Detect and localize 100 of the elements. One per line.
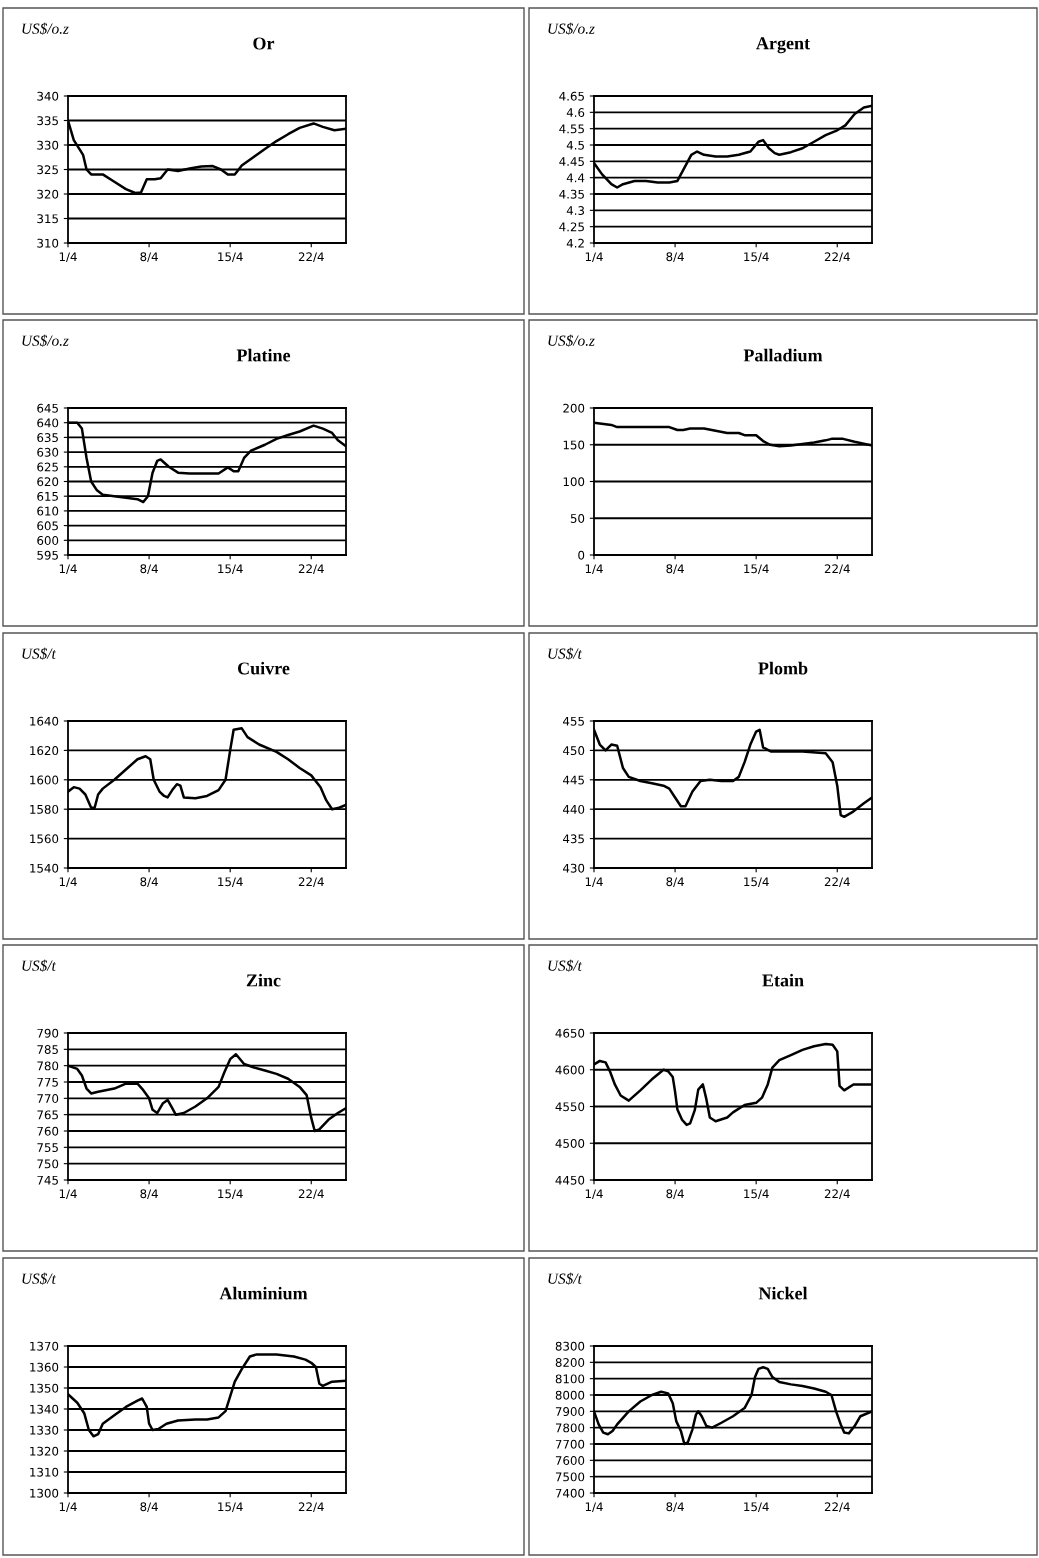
y-tick-label: 4.5 — [566, 140, 584, 150]
x-tick-label: 15/4 — [218, 252, 243, 263]
y-tick-label: 1360 — [30, 1362, 59, 1372]
x-tick-label: 15/4 — [744, 252, 769, 263]
y-tick-label: 340 — [37, 91, 59, 101]
y-tick-label: 1310 — [30, 1467, 59, 1477]
x-tick-label: 8/4 — [140, 252, 158, 263]
y-tick-label: 100 — [563, 477, 585, 487]
x-tick-label: 22/4 — [298, 1189, 324, 1200]
y-tick-label: 785 — [37, 1045, 58, 1054]
x-tick-label: 15/4 — [744, 877, 769, 888]
y-tick-label: 8000 — [555, 1390, 585, 1400]
y-tick-label: 150 — [563, 440, 585, 450]
chart-title: Aluminium — [219, 1286, 308, 1300]
y-tick-label: 320 — [37, 189, 59, 199]
y-tick-label: 770 — [37, 1094, 59, 1103]
y-tick-label: 4.4 — [566, 173, 585, 183]
y-tick-label: 7700 — [555, 1439, 585, 1449]
y-tick-label: 1640 — [30, 716, 59, 726]
x-tick-label: 22/4 — [298, 877, 324, 888]
y-tick-label: 1600 — [30, 775, 59, 785]
x-tick-label: 8/4 — [140, 564, 158, 575]
y-tick-label: 1330 — [30, 1425, 59, 1435]
y-tick-label: 4.65 — [559, 91, 584, 101]
y-tick-label: 640 — [37, 418, 59, 428]
x-tick-label: 22/4 — [824, 877, 850, 888]
y-tick-label: 605 — [37, 521, 58, 531]
y-tick-label: 620 — [37, 477, 59, 487]
y-tick-label: 645 — [37, 403, 58, 413]
x-tick-label: 15/4 — [744, 1189, 769, 1200]
x-tick-label: 8/4 — [666, 877, 684, 888]
y-tick-label: 760 — [37, 1126, 59, 1136]
y-tick-label: 1350 — [30, 1383, 59, 1393]
x-tick-label: 1/4 — [59, 1189, 77, 1200]
y-tick-label: 455 — [563, 716, 584, 726]
x-tick-label: 22/4 — [824, 1189, 850, 1200]
x-tick-label: 15/4 — [218, 1502, 243, 1513]
y-tick-label: 435 — [563, 834, 584, 844]
chart-title: Zinc — [246, 973, 281, 987]
x-tick-label: 22/4 — [298, 564, 324, 575]
y-tick-label: 1370 — [30, 1341, 59, 1351]
x-tick-label: 22/4 — [824, 564, 850, 575]
y-tick-label: 630 — [37, 447, 59, 457]
x-tick-label: 1/4 — [585, 564, 603, 575]
y-axis-title: US$/t — [22, 959, 57, 972]
y-tick-label: 200 — [563, 403, 585, 413]
y-tick-label: 4650 — [555, 1028, 585, 1038]
y-tick-label: 765 — [37, 1110, 58, 1120]
y-axis-title: US$/t — [548, 647, 583, 660]
x-tick-label: 1/4 — [59, 1502, 77, 1513]
chart-title: Palladium — [743, 348, 823, 362]
y-tick-label: 7400 — [555, 1488, 585, 1498]
chart-title: Platine — [236, 348, 291, 362]
y-tick-label: 315 — [37, 214, 58, 224]
chart-title: Cuivre — [237, 661, 290, 675]
y-axis-title: US$/o.z — [548, 22, 595, 35]
x-tick-label: 22/4 — [824, 1502, 850, 1513]
y-axis-title: US$/o.z — [22, 22, 69, 35]
y-tick-label: 8200 — [555, 1358, 585, 1367]
x-tick-label: 8/4 — [666, 1189, 684, 1200]
y-tick-label: 450 — [563, 746, 585, 756]
x-tick-label: 8/4 — [666, 252, 684, 263]
x-tick-label: 22/4 — [298, 252, 324, 263]
y-tick-label: 335 — [37, 116, 58, 126]
y-axis-title: US$/t — [548, 959, 583, 972]
x-tick-label: 22/4 — [824, 252, 850, 263]
y-tick-label: 1300 — [30, 1488, 59, 1498]
y-tick-label: 1620 — [30, 746, 59, 756]
y-tick-label: 755 — [37, 1143, 58, 1152]
y-tick-label: 610 — [37, 506, 59, 516]
y-tick-label: 4.3 — [566, 206, 585, 215]
x-tick-label: 8/4 — [140, 1502, 158, 1513]
x-tick-label: 1/4 — [585, 877, 603, 888]
y-tick-label: 750 — [37, 1159, 59, 1169]
x-tick-label: 15/4 — [744, 1502, 769, 1513]
y-tick-label: 775 — [37, 1077, 58, 1087]
y-tick-label: 8100 — [555, 1374, 585, 1384]
x-tick-label: 22/4 — [298, 1502, 324, 1513]
y-tick-label: 310 — [37, 238, 59, 248]
x-tick-label: 8/4 — [140, 1189, 158, 1200]
y-tick-label: 7500 — [555, 1472, 585, 1482]
y-axis-title: US$/t — [22, 1272, 57, 1285]
chart-title: Plomb — [758, 661, 808, 675]
chart-title: Or — [253, 37, 275, 50]
x-tick-label: 1/4 — [585, 1189, 603, 1200]
y-tick-label: 8300 — [555, 1341, 585, 1351]
y-tick-label: 430 — [563, 863, 585, 873]
x-tick-label: 1/4 — [585, 252, 603, 263]
y-tick-label: 445 — [563, 775, 584, 785]
y-tick-label: 4550 — [555, 1102, 585, 1112]
y-tick-label: 440 — [563, 804, 585, 814]
x-tick-label: 15/4 — [218, 1189, 243, 1200]
y-tick-label: 7900 — [555, 1407, 585, 1416]
y-tick-label: 1320 — [30, 1446, 59, 1456]
y-tick-label: 4.45 — [559, 157, 584, 166]
y-tick-label: 1580 — [30, 804, 59, 814]
y-tick-label: 330 — [37, 140, 59, 150]
y-tick-label: 780 — [37, 1061, 59, 1071]
x-tick-label: 8/4 — [666, 1502, 684, 1513]
y-tick-label: 4.25 — [559, 222, 584, 232]
